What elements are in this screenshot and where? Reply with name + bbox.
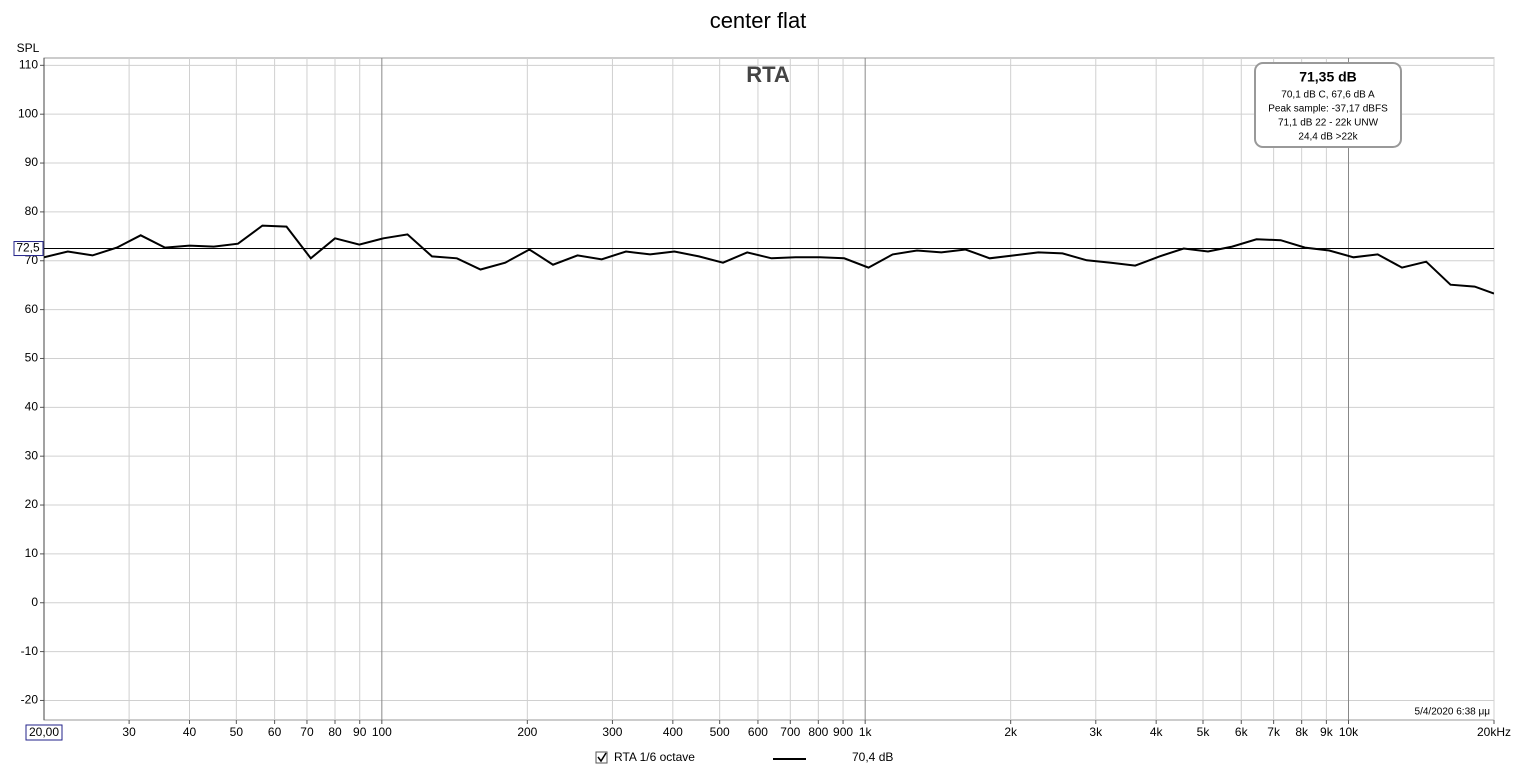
- x-tick-label: 7k: [1267, 725, 1281, 739]
- y-tick-label: 50: [25, 351, 39, 365]
- info-line: Peak sample: -37,17 dBFS: [1268, 104, 1388, 115]
- x-tick-label: 90: [353, 725, 367, 739]
- info-line: 70,1 dB C, 67,6 dB A: [1281, 90, 1375, 101]
- cursor-y-box: [13, 241, 44, 257]
- x-tick-label: 30: [122, 725, 136, 739]
- y-tick-label: 10: [25, 546, 39, 560]
- plot-area: [43, 57, 1495, 721]
- x-tick-label: 8k: [1295, 725, 1309, 739]
- x-tick-label: 60: [268, 725, 282, 739]
- y-tick-label: 110: [19, 58, 38, 72]
- y-tick-label: 70: [25, 253, 39, 267]
- legend-label: RTA 1/6 octave: [614, 750, 695, 764]
- x-tick-label: 800: [808, 725, 828, 739]
- x-tick-label: 200: [517, 725, 537, 739]
- x-tick-label: 80: [328, 725, 342, 739]
- y-tick-label: -10: [21, 644, 39, 658]
- x-tick-label: 1k: [859, 725, 873, 739]
- x-tick-label: 700: [780, 725, 800, 739]
- y-tick-label: 100: [18, 106, 38, 120]
- y-tick-label: 20: [25, 497, 39, 511]
- series-line: [44, 224, 1494, 295]
- x-tick-label: 100: [372, 725, 392, 739]
- y-tick-label: 40: [25, 399, 39, 413]
- info-line: 71,1 dB 22 - 22k UNW: [1278, 118, 1379, 129]
- legend-checkbox[interactable]: [595, 751, 608, 764]
- info-line: 24,4 dB >22k: [1298, 132, 1358, 143]
- info-box: [1254, 62, 1402, 148]
- info-level: 71,35 dB: [1299, 69, 1357, 85]
- cursor-x-label: 20,00: [29, 725, 59, 739]
- timestamp: 5/4/2020 6:38 μμ: [1415, 707, 1491, 718]
- y-tick-label: 30: [25, 448, 39, 462]
- checkmark: [597, 752, 607, 763]
- y-tick-label: 0: [31, 595, 38, 609]
- chart-title: center flat: [710, 8, 807, 33]
- x-tick-label: 20kHz: [1477, 725, 1511, 739]
- x-tick-label: 4k: [1150, 725, 1164, 739]
- annotation: RTA: [746, 62, 790, 87]
- cursor-x-box: [25, 724, 63, 741]
- x-tick-label: 600: [748, 725, 768, 739]
- y-tick-label: 90: [25, 155, 39, 169]
- x-tick-label: 900: [833, 725, 853, 739]
- x-tick-label: 70: [300, 725, 314, 739]
- x-tick-label: 2k: [1004, 725, 1018, 739]
- x-tick-label: 40: [183, 725, 197, 739]
- x-tick-label: 3k: [1089, 725, 1103, 739]
- x-tick-label: 9k: [1320, 725, 1334, 739]
- legend-value: 70,4 dB: [852, 750, 893, 764]
- y-tick-label: 60: [25, 302, 39, 316]
- x-tick-label: 500: [710, 725, 730, 739]
- y-axis-label: SPL: [17, 41, 40, 55]
- x-tick-label: 400: [663, 725, 683, 739]
- cursor-y-label: 72,5: [16, 241, 40, 255]
- x-tick-label: 6k: [1235, 725, 1249, 739]
- grid: [44, 58, 1495, 720]
- y-tick-label: -20: [21, 693, 39, 707]
- y-tick-label: 80: [25, 204, 39, 218]
- x-tick-label: 10k: [1339, 725, 1359, 739]
- x-tick-label: 300: [602, 725, 622, 739]
- x-tick-label: 5k: [1197, 725, 1211, 739]
- x-tick-label: 50: [230, 725, 244, 739]
